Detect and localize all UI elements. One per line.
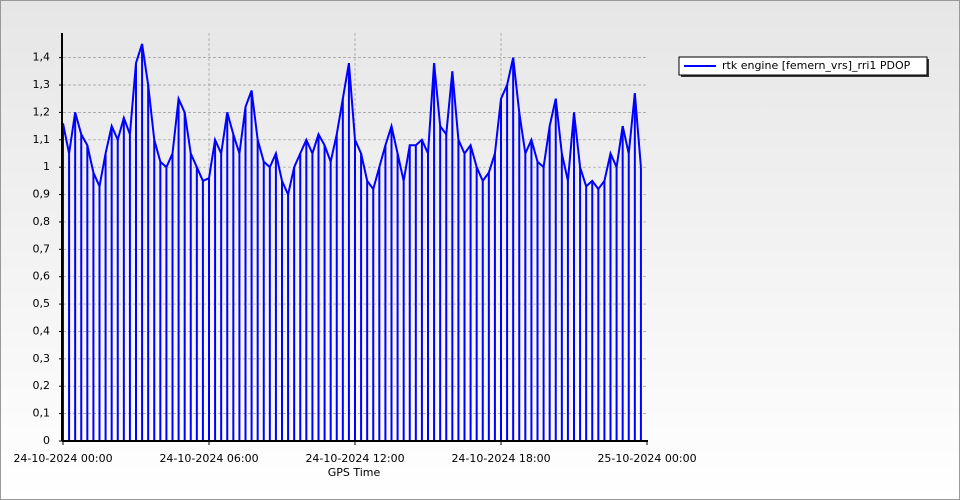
y-tick-label: 1,3 <box>33 78 51 91</box>
y-tick-label: 0,8 <box>33 215 51 228</box>
x-tick-label: 24-10-2024 06:00 <box>159 452 258 465</box>
x-axis-label: GPS Time <box>328 466 381 479</box>
y-tick-label: 0,5 <box>33 297 51 310</box>
y-tick-label: 0,4 <box>33 324 51 337</box>
y-tick-label: 1,1 <box>33 133 51 146</box>
x-tick-label: 24-10-2024 12:00 <box>305 452 404 465</box>
y-tick-label: 0 <box>43 434 50 447</box>
y-tick-label: 1,2 <box>33 105 51 118</box>
x-tick-label: 24-10-2024 18:00 <box>451 452 550 465</box>
y-tick-label: 0,9 <box>33 188 51 201</box>
x-tick-label: 24-10-2024 00:00 <box>13 452 112 465</box>
y-tick-label: 0,6 <box>33 270 51 283</box>
y-tick-label: 0,1 <box>33 407 51 420</box>
y-tick-label: 1,4 <box>33 51 51 64</box>
y-tick-label: 0,2 <box>33 379 51 392</box>
legend-box <box>678 56 928 76</box>
y-tick-label: 0,7 <box>33 242 51 255</box>
y-tick-label: 1 <box>43 160 50 173</box>
x-tick-label: 25-10-2024 00:00 <box>597 452 696 465</box>
y-tick-label: 0,3 <box>33 352 51 365</box>
legend-label: rtk engine [femern_vrs]_rri1 PDOP <box>722 59 911 72</box>
series-line <box>62 43 642 198</box>
